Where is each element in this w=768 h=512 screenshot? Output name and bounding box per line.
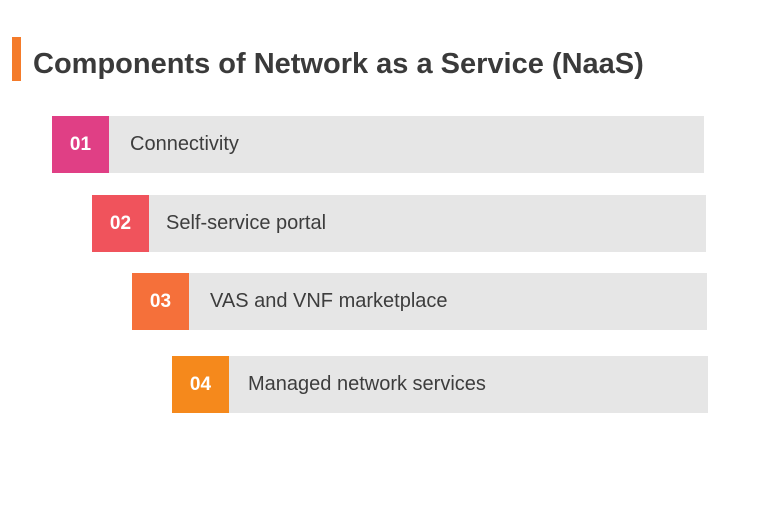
component-number-badge: 02	[92, 195, 149, 252]
component-number-badge: 03	[132, 273, 189, 330]
component-item-background	[189, 273, 707, 330]
component-item-background	[229, 356, 708, 413]
component-number-badge: 01	[52, 116, 109, 173]
component-label: Connectivity	[130, 133, 239, 155]
component-label: VAS and VNF marketplace	[210, 290, 448, 312]
component-label: Self-service portal	[166, 212, 327, 234]
component-item-background	[109, 116, 704, 173]
component-item-managed-network-services: 04 Managed network services	[172, 356, 708, 413]
page-title: Components of Network as a Service (NaaS…	[33, 48, 644, 80]
component-item-connectivity: 01 Connectivity	[52, 116, 704, 173]
component-item-background	[149, 195, 706, 252]
component-item-vas-vnf-marketplace: 03 VAS and VNF marketplace	[132, 273, 707, 330]
component-label: Managed network services	[248, 373, 486, 395]
component-item-self-service-portal: 02 Self-service portal	[92, 195, 706, 252]
title-accent-bar	[12, 37, 21, 81]
component-number-badge: 04	[172, 356, 229, 413]
